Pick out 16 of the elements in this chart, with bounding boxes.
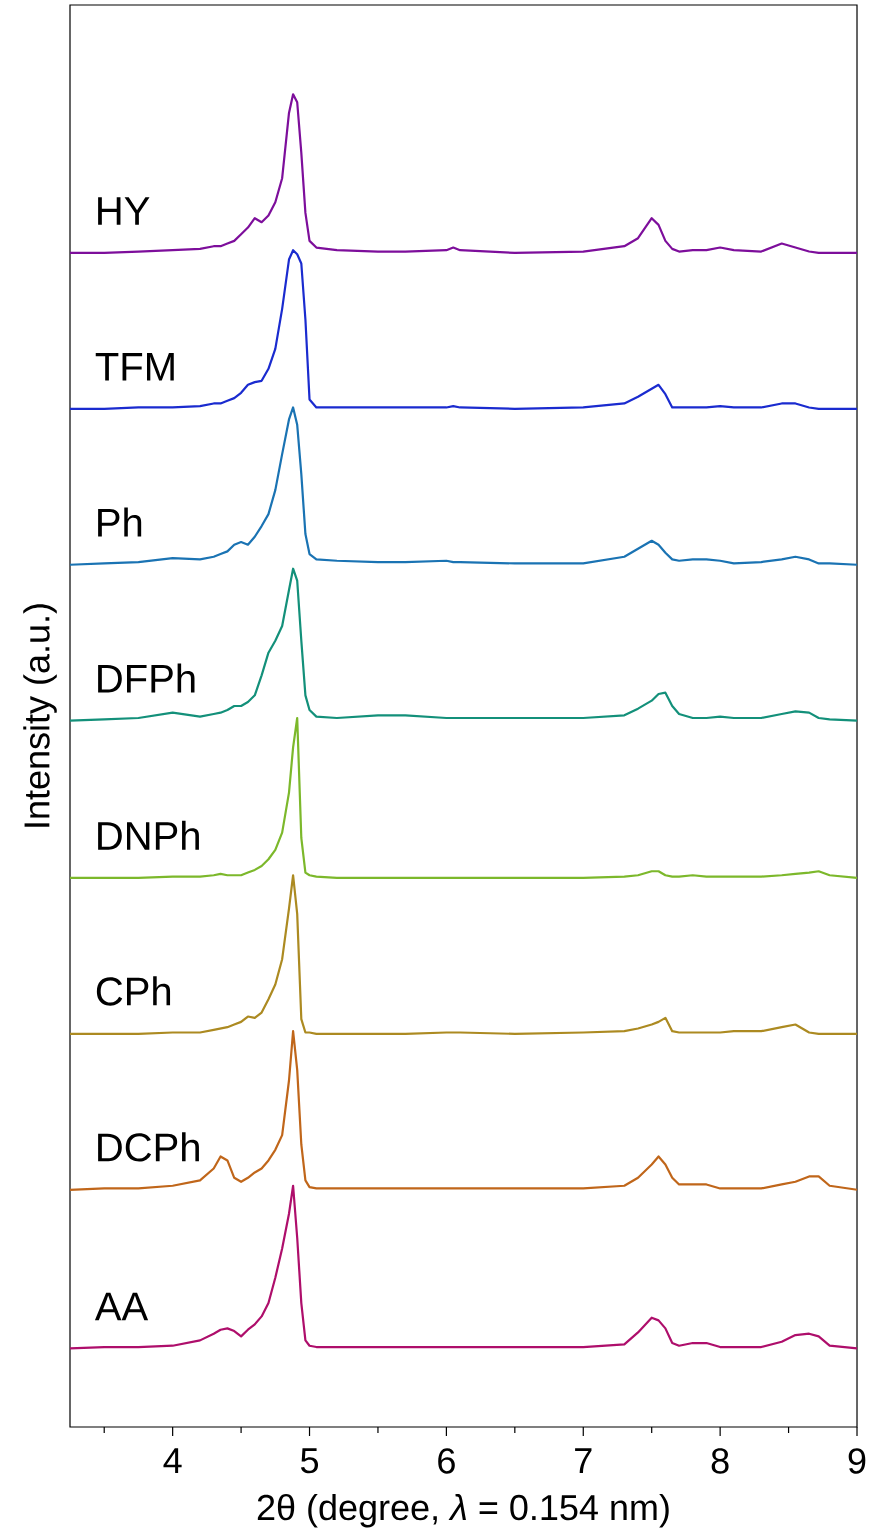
series-label: CPh <box>96 976 171 1006</box>
x-tick-label: 9 <box>848 1448 866 1474</box>
x-tick-label: 5 <box>300 1448 319 1474</box>
y-axis-title: Intensity (a.u.) <box>23 604 57 827</box>
x-tick-label: 4 <box>163 1448 182 1473</box>
series-label: DNPh <box>98 820 199 850</box>
x-tick-label: 7 <box>575 1448 592 1473</box>
series-label: Ph <box>98 507 142 537</box>
x-axis-title: 2θ (degree, λ = 0.154 nm) <box>257 1493 669 1528</box>
series-label: AA <box>94 1292 149 1321</box>
series-label: DFPh <box>98 663 195 693</box>
x-tick-label: 6 <box>438 1448 455 1474</box>
series-label: DCPh <box>98 1132 199 1162</box>
series-label: TFM <box>95 353 174 381</box>
series-label: HY <box>98 197 150 225</box>
x-tick-label: 8 <box>711 1448 729 1474</box>
